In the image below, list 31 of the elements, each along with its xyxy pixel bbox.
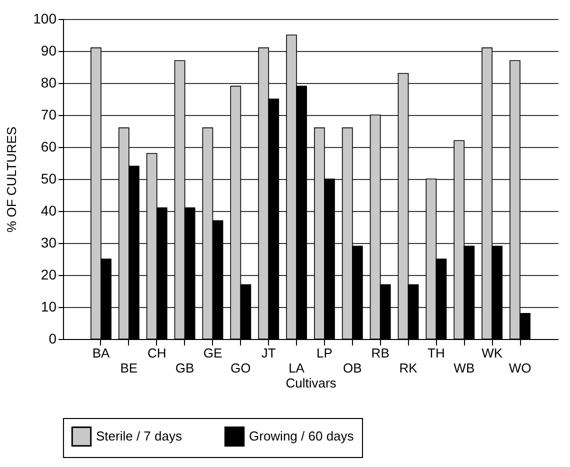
y-tick-label: 40 [40, 202, 57, 218]
x-tick-label: WB [454, 360, 475, 376]
x-tick-label: GE [203, 346, 222, 360]
x-tick-label: RK [399, 360, 418, 376]
x-tick-label: BE [120, 360, 138, 376]
y-tick-label: 20 [40, 266, 57, 282]
x-tick-label: LP [316, 346, 332, 360]
x-tick-label: GO [230, 360, 251, 376]
x-tick-label: OB [343, 360, 362, 376]
x-tick-label: RB [371, 346, 390, 360]
y-tick-label: 60 [40, 138, 57, 154]
x-axis-title: Cultivars [286, 376, 337, 390]
x-tick-label: JT [261, 346, 276, 360]
y-tick-label: 90 [40, 42, 57, 58]
y-tick-label: 10 [40, 298, 57, 314]
x-tick-label: WK [482, 346, 503, 360]
y-tick-label: 50 [40, 170, 57, 186]
y-tick-label: 100 [33, 10, 57, 26]
y-tick-label: 30 [40, 234, 57, 250]
x-tick-label: GB [175, 360, 194, 376]
legend-label: Sterile / 7 days [96, 428, 182, 444]
y-axis-title: % OF CULTURES [4, 126, 20, 232]
x-tick-label: BA [92, 346, 110, 360]
x-tick-label: WO [508, 360, 532, 376]
y-tick-label: 80 [40, 74, 57, 90]
x-tick-label: TH [428, 346, 445, 360]
legend-label: Growing / 60 days [249, 428, 354, 444]
y-tick-label: 70 [40, 106, 57, 122]
x-tick-label: CH [147, 346, 166, 360]
x-tick-label: LA [288, 360, 305, 376]
y-tick-label: 0 [48, 330, 57, 346]
